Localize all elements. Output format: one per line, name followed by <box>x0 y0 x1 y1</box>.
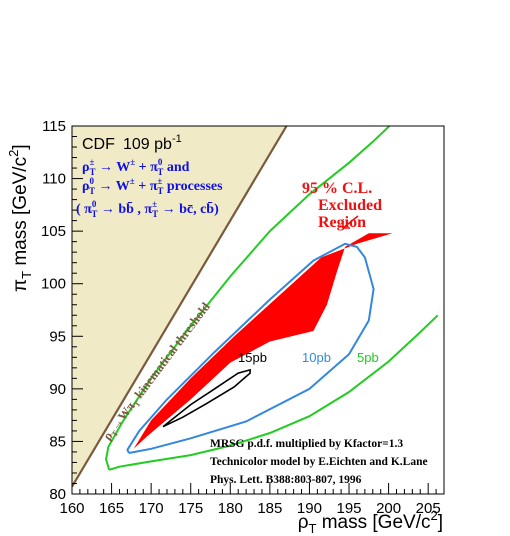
x-tick-label: 180 <box>218 500 243 517</box>
x-tick-label: 200 <box>376 500 401 517</box>
x-tick-label: 205 <box>416 500 441 517</box>
x-axis-ticks: 160 165 170 175 180 185 190 195 200 205 <box>59 483 445 517</box>
contour-5pb-upper <box>104 126 391 471</box>
process-line-2: ρ0 T → W± + π± T processes <box>82 176 223 196</box>
footnote-line-2: Technicolor model by E.Eichten and K.Lan… <box>210 456 428 468</box>
y-tick-label: 90 <box>49 381 66 398</box>
x-tick-label: 170 <box>139 500 164 517</box>
contour-15pb <box>162 368 251 428</box>
y-tick-label: 95 <box>49 328 66 345</box>
x-tick-label: 195 <box>337 500 362 517</box>
x-tick-label: 185 <box>257 500 282 517</box>
x-tick-label: 160 <box>59 500 84 517</box>
y-tick-label: 100 <box>41 276 66 293</box>
excluded-label-line-3: Region <box>318 214 366 231</box>
excluded-region-area <box>133 233 393 449</box>
y-axis-title: πT mass [GeV/c2] <box>6 144 34 292</box>
process-line-3: ( π0 T → bb̄ , π± T → bc̄, cb̄) <box>76 199 219 219</box>
x-tick-label: 165 <box>99 500 124 517</box>
footnote-line-3: Phys. Lett. B388:803-807, 1996 <box>210 474 362 486</box>
y-axis-ticks: 80 85 90 95 100 105 110 115 <box>41 118 83 503</box>
y-tick-label: 85 <box>49 433 66 450</box>
y-tick-label: 80 <box>49 486 66 503</box>
y-tick-label: 115 <box>42 118 66 135</box>
luminosity-label: 109 pb-1 <box>123 133 182 153</box>
x-axis-title: ρT mass [GeV/c2] <box>298 508 443 536</box>
footnote-line-1: MRSG p.d.f. multiplied by Kfactor=1.3 <box>210 438 403 450</box>
process-description: ρ± T → W± + π0 T and ρ0 T → W± + π± T proces… <box>76 157 223 219</box>
process-line-1: ρ± T → W± + π0 T and <box>82 157 190 177</box>
excluded-region-label: 95 % C.L. Excluded Region <box>302 180 382 231</box>
x-tick-label: 175 <box>178 500 203 517</box>
contour-5pb-lower <box>108 314 439 471</box>
y-tick-label: 105 <box>41 223 66 240</box>
plot-area <box>72 126 439 488</box>
contour-10pb <box>126 242 375 454</box>
x-tick-label: 190 <box>297 500 322 517</box>
excluded-label-line-2: Excluded <box>318 197 382 214</box>
footnotes: MRSG p.d.f. multiplied by Kfactor=1.3 Te… <box>210 438 428 486</box>
y-tick-label: 110 <box>42 171 66 188</box>
kinematic-threshold-line <box>72 126 288 488</box>
excluded-label-line-1: 95 % C.L. <box>302 180 372 197</box>
contour-label-15pb: 15pb <box>238 350 267 365</box>
contour-label-10pb: 10pb <box>302 350 331 365</box>
contour-label-5pb: 5pb <box>357 350 379 365</box>
experiment-label: CDF <box>82 136 115 153</box>
plot-frame <box>71 125 445 495</box>
excluded-arrow <box>342 215 359 229</box>
